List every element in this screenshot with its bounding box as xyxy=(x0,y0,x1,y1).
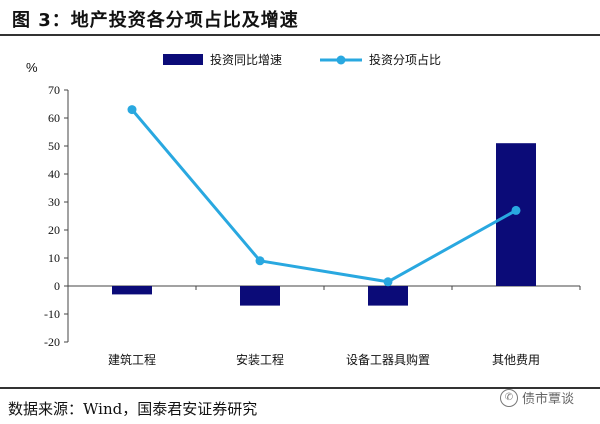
bar xyxy=(240,286,280,306)
footer-divider xyxy=(0,387,600,389)
y-tick-label: 20 xyxy=(48,223,60,237)
x-tick-label: 建筑工程 xyxy=(108,352,156,367)
y-tick-label: -10 xyxy=(44,307,60,321)
y-tick-label: 50 xyxy=(48,139,60,153)
legend-label: 投资分项占比 xyxy=(369,52,441,67)
watermark: ✆ 债市覃谈 xyxy=(500,388,574,407)
y-tick-label: 0 xyxy=(54,279,60,293)
y-tick-label: 70 xyxy=(48,83,60,97)
line-point xyxy=(127,105,137,115)
y-tick-label: 60 xyxy=(48,111,60,125)
series-line xyxy=(130,108,517,284)
y-tick-label: 10 xyxy=(48,251,60,265)
y-tick-label: 40 xyxy=(48,167,60,181)
chart-title: 图 3：地产投资各分项占比及增速 xyxy=(12,10,299,31)
title-bar: 图 3：地产投资各分项占比及增速 xyxy=(0,0,600,36)
y-axis-label: % xyxy=(26,60,38,75)
legend-swatch-marker xyxy=(336,55,346,65)
chart: -20 -10 0 10 20 30 40 50 60 70% 建筑工程 安装工程 设备工器具购置 其他费… xyxy=(26,52,581,367)
y-tick-label: -20 xyxy=(44,335,60,349)
bar xyxy=(368,286,408,306)
x-tick-label: 设备工器具购置 xyxy=(346,352,430,367)
line-point xyxy=(383,277,393,287)
x-tick-label: 安装工程 xyxy=(236,352,284,367)
watermark-text: 债市覃谈 xyxy=(522,392,575,407)
bar xyxy=(112,286,152,295)
x-tick-label: 其他费用 xyxy=(492,353,540,367)
y-tick-label: 30 xyxy=(48,195,60,209)
legend-label: 投资同比增速 xyxy=(210,52,282,67)
legend-swatch-bar xyxy=(163,54,203,65)
wechat-icon: ✆ xyxy=(500,388,518,407)
line-point xyxy=(255,256,265,266)
source-note: 数据来源：Wind，国泰君安证券研究 xyxy=(8,400,258,418)
line-point xyxy=(511,205,521,215)
